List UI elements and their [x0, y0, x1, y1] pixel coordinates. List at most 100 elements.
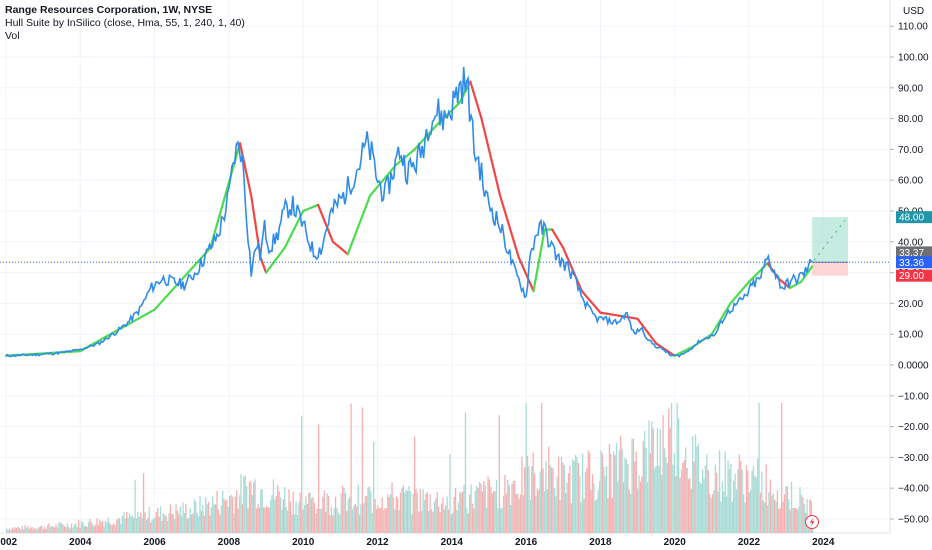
- volume-bar: [409, 491, 412, 533]
- volume-bar: [380, 508, 382, 533]
- volume-bar: [76, 527, 78, 533]
- volume-bar: [651, 421, 653, 533]
- y-tick-label: −10.00: [898, 391, 929, 402]
- volume-bar: [484, 485, 486, 533]
- volume-bar: [418, 511, 420, 533]
- volume-bar: [745, 465, 748, 533]
- volume-bar: [165, 515, 167, 533]
- hull-segment: [331, 240, 349, 256]
- volume-bar: [133, 517, 135, 533]
- currency-label[interactable]: USD: [903, 6, 924, 17]
- volume-bar: [779, 508, 781, 533]
- volume-bar: [353, 505, 355, 533]
- volume-bar: [447, 509, 450, 533]
- volume-bar: [686, 467, 688, 533]
- volume-bar: [799, 487, 801, 533]
- volume-bar: [591, 474, 594, 533]
- volume-bar: [135, 518, 138, 533]
- symbol-title[interactable]: Range Resources Corporation, 1W, NYSE: [5, 4, 213, 16]
- volume-bar: [323, 490, 325, 533]
- volume-bar: [142, 473, 145, 533]
- volume-bar: [272, 479, 275, 533]
- volume-bar: [337, 512, 340, 533]
- volume-bar: [467, 513, 469, 533]
- volume-bar: [296, 514, 299, 533]
- volume-bar: [56, 527, 59, 533]
- volume-bar: [555, 496, 557, 533]
- volume-bar: [634, 461, 636, 533]
- volume-bar: [515, 494, 517, 533]
- volume-bar: [38, 527, 40, 533]
- hull-segment: [799, 265, 814, 283]
- volume-bar: [292, 491, 294, 533]
- volume-bar: [233, 513, 235, 533]
- target-price-badge: [896, 211, 932, 224]
- volume-bar: [46, 525, 49, 533]
- volume-bar: [531, 466, 533, 533]
- volume-bar: [69, 528, 71, 533]
- volume-bar: [717, 491, 719, 533]
- target-zone[interactable]: [812, 217, 848, 263]
- volume-bar: [210, 507, 212, 533]
- x-tick-label: 2016: [515, 537, 538, 548]
- volume-bar: [138, 517, 140, 533]
- volume-bar: [601, 453, 604, 533]
- volume-bar: [557, 456, 560, 533]
- volume-bar: [226, 499, 228, 533]
- volume-bar: [488, 479, 491, 533]
- volume-bar: [673, 453, 676, 533]
- volume-bar: [110, 525, 112, 533]
- volume-bar: [212, 496, 214, 533]
- indicator-label[interactable]: Hull Suite by InSilico (close, Hma, 55, …: [5, 17, 245, 29]
- volume-bar: [86, 526, 88, 533]
- volume-bar: [662, 415, 664, 533]
- volume-bar: [556, 476, 558, 533]
- volume-bar: [374, 499, 376, 533]
- volume-bar: [429, 494, 431, 533]
- volume-bar: [693, 461, 695, 533]
- volume-bar: [388, 496, 390, 533]
- volume-bar: [197, 516, 200, 533]
- volume-bar: [6, 528, 8, 533]
- volume-bar: [66, 523, 69, 533]
- volume-bar: [752, 466, 755, 533]
- volume-bar: [762, 500, 764, 533]
- volume-bar: [700, 483, 702, 533]
- volume-bar: [764, 502, 766, 533]
- volume-bar: [203, 515, 205, 533]
- volume-bar: [58, 522, 60, 533]
- volume-bar: [452, 512, 454, 533]
- y-tick-label: −30.00: [898, 453, 929, 464]
- volume-label[interactable]: Vol: [5, 30, 20, 42]
- volume-bar: [51, 526, 53, 533]
- volume-bar: [185, 503, 187, 533]
- volume-bar: [395, 496, 397, 533]
- volume-bar: [145, 520, 148, 533]
- volume-bar: [773, 499, 776, 533]
- volume-bar: [346, 511, 348, 533]
- hull-segment: [710, 302, 732, 336]
- volume-bar: [301, 415, 303, 533]
- long-position-tool[interactable]: [812, 217, 848, 276]
- volume-bar: [35, 529, 37, 533]
- volume-bar: [618, 450, 620, 533]
- volume-bar: [190, 514, 193, 533]
- volume-bar: [18, 527, 21, 533]
- hull-segment: [368, 163, 398, 197]
- volume-bar: [617, 481, 619, 533]
- volume-bar: [32, 529, 35, 533]
- volume-bar: [428, 511, 430, 533]
- target-price-badge-text: 48.00: [899, 213, 924, 224]
- stop-zone[interactable]: [812, 262, 848, 276]
- volume-bar: [59, 522, 61, 533]
- time-axis[interactable]: 2002 2004 2006 2008 2010 2012 2014 2016 2018 2020…: [0, 537, 835, 548]
- volume-bar: [320, 508, 323, 533]
- volume-bar: [11, 527, 13, 533]
- volume-bar: [590, 490, 592, 533]
- volume-bar: [269, 500, 272, 533]
- volume-bar: [389, 493, 392, 533]
- volume-bar: [716, 472, 718, 533]
- lightning-icon[interactable]: [805, 515, 819, 529]
- volume-bar: [683, 459, 685, 533]
